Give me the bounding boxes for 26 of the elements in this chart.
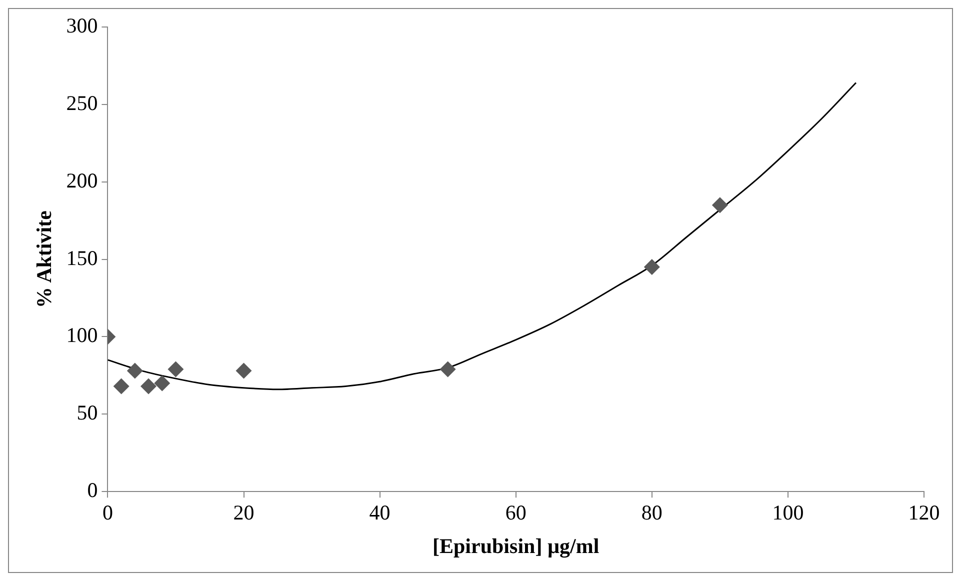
point [440, 361, 456, 378]
y-tick-label: 300 [66, 14, 98, 38]
point [140, 378, 157, 394]
x-tick-label: 40 [369, 500, 390, 525]
x-tick-label: 80 [641, 500, 662, 525]
point [712, 197, 728, 214]
point [236, 362, 252, 379]
y-axis-title: % Aktivite [32, 210, 56, 308]
y-tick-label: 250 [66, 90, 98, 115]
point [644, 259, 660, 276]
y-tick-label: 0 [87, 478, 98, 502]
line-series [108, 82, 857, 390]
x-tick-label: 100 [772, 500, 804, 525]
y-tick-label: 200 [66, 168, 98, 192]
x-axis-title: [Epirubisin] µg/ml [432, 534, 600, 558]
x-tick-label: 60 [505, 500, 526, 525]
x-tick-label: 0 [102, 500, 113, 525]
point [113, 378, 130, 394]
y-tick-label: 100 [66, 323, 98, 348]
y-tick-label: 150 [66, 246, 98, 270]
point [168, 361, 184, 378]
x-tick-label: 20 [233, 500, 254, 525]
point [126, 362, 143, 379]
x-tick-label: 120 [908, 500, 940, 525]
point [154, 375, 170, 392]
y-tick-label: 50 [76, 400, 98, 425]
